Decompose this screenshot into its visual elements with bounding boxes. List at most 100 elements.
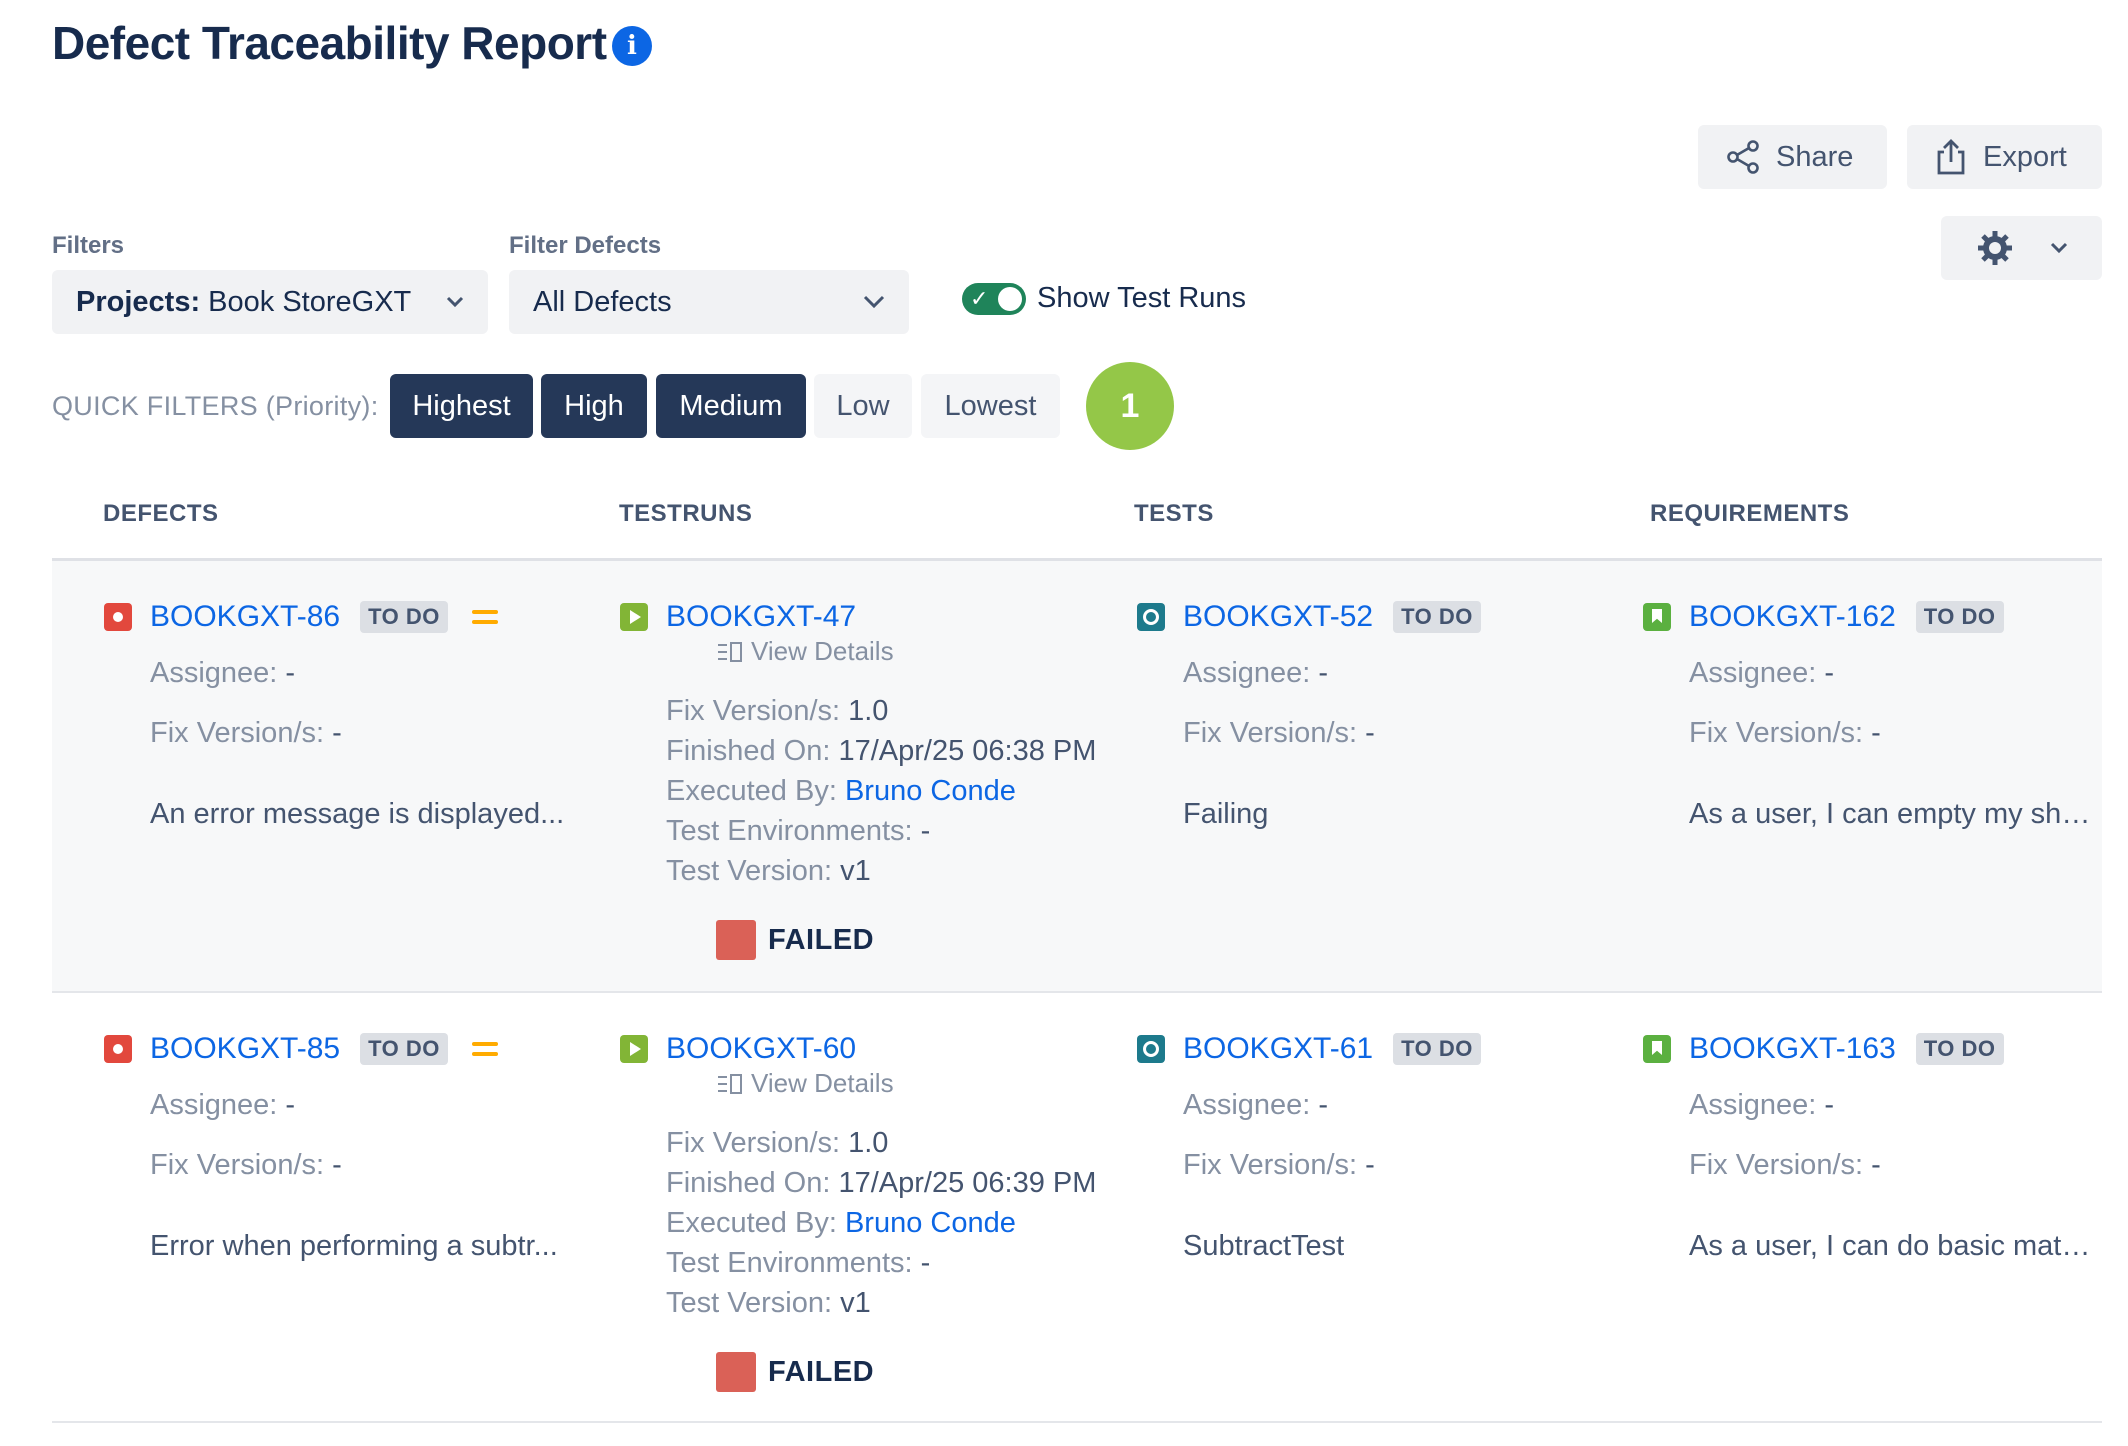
assignee-value: -: [1824, 1089, 1835, 1121]
fix-version-label: Fix Version/s:: [150, 717, 325, 749]
executed-by-user-link[interactable]: Bruno Conde: [844, 1207, 1016, 1239]
test-version-label: Test Version:: [666, 855, 833, 887]
quick-filter-medium[interactable]: Medium: [656, 374, 806, 438]
share-label: Share: [1776, 140, 1854, 173]
defect-key-link[interactable]: BOOKGXT-85: [150, 1032, 341, 1065]
column-header-testruns: TESTRUNS: [619, 500, 753, 527]
export-icon: [1937, 139, 1965, 175]
projects-prefix: Projects:: [76, 285, 201, 318]
info-icon[interactable]: i: [612, 26, 652, 66]
executed-by-label: Executed By:: [666, 775, 837, 807]
quick-filters-label: QUICK FILTERS (Priority):: [52, 391, 379, 421]
share-button[interactable]: Share: [1698, 125, 1887, 189]
quick-filter-high[interactable]: High: [541, 374, 647, 438]
bug-icon: [104, 603, 132, 631]
executed-by-label: Executed By:: [666, 1207, 837, 1239]
filter-defects-value: All Defects: [533, 285, 672, 318]
requirement-key-link[interactable]: BOOKGXT-163: [1689, 1032, 1896, 1065]
test-summary: Failing: [1183, 798, 1269, 830]
finished-on-value: 17/Apr/25 06:38 PM: [838, 735, 1097, 767]
status-badge: TO DO: [1393, 601, 1481, 633]
header-divider: [52, 558, 2102, 561]
test-environments-label: Test Environments:: [666, 1247, 913, 1279]
defect-summary: Error when performing a subtr...: [150, 1230, 558, 1262]
execution-status-label: FAILED: [768, 923, 875, 956]
fix-version-label: Fix Version/s:: [666, 695, 841, 727]
test-key-link[interactable]: BOOKGXT-52: [1183, 600, 1374, 633]
test-environments-value: -: [920, 815, 931, 847]
projects-value: Book StoreGXT: [208, 285, 412, 318]
table-row: BOOKGXT-85 TO DO Assignee: - Fix Version…: [52, 993, 2102, 1423]
fix-version-label: Fix Version/s:: [1183, 1149, 1358, 1181]
test-environments-label: Test Environments:: [666, 815, 913, 847]
status-badge: TO DO: [1393, 1033, 1481, 1065]
quick-filter-low[interactable]: Low: [814, 374, 912, 438]
fix-version-label: Fix Version/s:: [150, 1149, 325, 1181]
fix-version-value: -: [332, 717, 342, 749]
test-version-label: Test Version:: [666, 1287, 833, 1319]
testrun-key-link[interactable]: BOOKGXT-47: [666, 600, 857, 633]
defect-key-link[interactable]: BOOKGXT-86: [150, 600, 341, 633]
fix-version-label: Fix Version/s:: [1689, 1149, 1864, 1181]
assignee-value: -: [285, 657, 296, 689]
priority-medium-icon: [471, 609, 498, 625]
story-icon: [1643, 1035, 1671, 1063]
story-icon: [1643, 603, 1671, 631]
quick-filter-lowest[interactable]: Lowest: [921, 374, 1060, 438]
fix-version-label: Fix Version/s:: [1183, 717, 1358, 749]
share-icon: [1727, 140, 1759, 174]
executed-by-user-link[interactable]: Bruno Conde: [844, 775, 1016, 807]
fix-version-value: -: [1871, 717, 1881, 749]
failed-status-swatch: [716, 920, 756, 960]
status-badge: TO DO: [1915, 601, 2004, 633]
execution-status-label: FAILED: [768, 1355, 875, 1388]
test-run-icon: [620, 603, 648, 631]
execution-status: FAILED: [716, 1352, 874, 1392]
test-key-link[interactable]: BOOKGXT-61: [1183, 1032, 1374, 1065]
requirement-summary: As a user, I can empty my sho...: [1689, 798, 2099, 830]
fix-version-value: -: [1365, 717, 1375, 749]
requirement-summary: As a user, I can do basic math ...: [1689, 1230, 2099, 1262]
status-badge: TO DO: [360, 1033, 448, 1065]
filters-label: Filters: [52, 232, 125, 259]
view-details-label: View Details: [751, 636, 894, 666]
assignee-label: Assignee:: [1183, 657, 1311, 689]
filter-defects-select[interactable]: All Defects: [509, 270, 909, 334]
quick-filter-highest[interactable]: Highest: [390, 374, 533, 438]
column-header-defects: DEFECTS: [103, 500, 219, 527]
fix-version-label: Fix Version/s:: [666, 1127, 841, 1159]
test-environments-value: -: [920, 1247, 931, 1279]
details-icon: [718, 1073, 742, 1094]
test-icon: [1137, 603, 1165, 631]
toggle-knob: [998, 287, 1022, 311]
assignee-label: Assignee:: [1689, 657, 1817, 689]
export-button[interactable]: Export: [1907, 125, 2102, 189]
defect-summary: An error message is displayed...: [150, 798, 565, 830]
status-badge: TO DO: [360, 601, 448, 633]
requirement-key-link[interactable]: BOOKGXT-162: [1689, 600, 1896, 633]
result-count-badge: 1: [1086, 362, 1174, 450]
fix-version-value: -: [332, 1149, 342, 1181]
testrun-key-link[interactable]: BOOKGXT-60: [666, 1032, 857, 1065]
fix-version-value: 1.0: [848, 1127, 889, 1159]
chevron-down-icon: [446, 296, 464, 308]
view-details-link[interactable]: View Details: [717, 636, 894, 667]
show-test-runs-toggle[interactable]: ✓: [962, 283, 1026, 315]
settings-button[interactable]: [1941, 216, 2102, 280]
column-header-tests: TESTS: [1134, 500, 1214, 527]
execution-status: FAILED: [716, 920, 874, 960]
assignee-value: -: [1318, 657, 1329, 689]
view-details-link[interactable]: View Details: [717, 1068, 894, 1099]
failed-status-swatch: [716, 1352, 756, 1392]
table-row: BOOKGXT-86 TO DO Assignee: - Fix Version…: [52, 561, 2102, 993]
show-test-runs-label: Show Test Runs: [1037, 282, 1247, 314]
assignee-value: -: [1318, 1089, 1329, 1121]
status-badge: TO DO: [1915, 1033, 2004, 1065]
test-version-value: v1: [840, 1287, 871, 1319]
check-icon: ✓: [970, 286, 989, 311]
bug-icon: [104, 1035, 132, 1063]
chevron-down-icon: [2050, 242, 2067, 254]
gear-icon: [1977, 231, 2012, 265]
projects-select[interactable]: Projects: Book StoreGXT: [52, 270, 488, 334]
finished-on-label: Finished On:: [666, 1167, 831, 1199]
